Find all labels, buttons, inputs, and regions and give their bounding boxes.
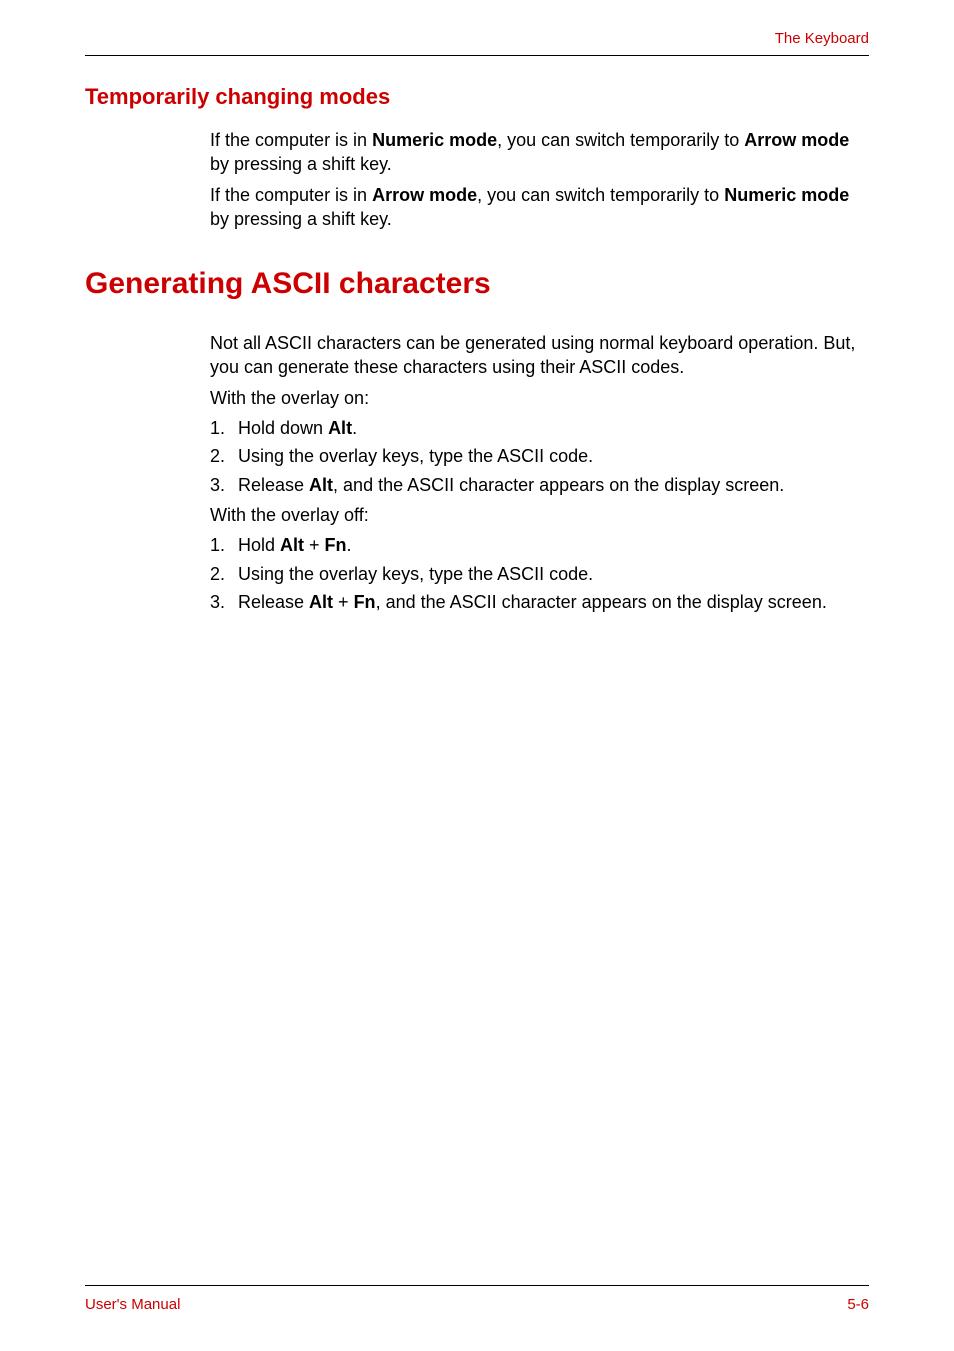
list-content: Release Alt, and the ASCII character app…	[238, 473, 869, 497]
list-item: 3. Release Alt, and the ASCII character …	[210, 473, 869, 497]
section-heading-temporarily-changing-modes: Temporarily changing modes	[85, 84, 869, 110]
paragraph: Not all ASCII characters can be generate…	[210, 331, 869, 380]
text: If the computer is in	[210, 185, 372, 205]
text: , and the ASCII character appears on the…	[333, 475, 784, 495]
list-item: 2. Using the overlay keys, type the ASCI…	[210, 562, 869, 586]
text: .	[352, 418, 357, 438]
overlay-off-label: With the overlay off:	[210, 503, 869, 527]
chapter-title: The Keyboard	[775, 30, 869, 47]
text-bold: Arrow mode	[744, 130, 849, 150]
text-bold: Numeric mode	[724, 185, 849, 205]
text: , and the ASCII character appears on the…	[376, 592, 827, 612]
list-number: 2.	[210, 444, 238, 468]
list-number: 1.	[210, 416, 238, 440]
text-bold: Fn	[354, 592, 376, 612]
text-bold: Alt	[280, 535, 304, 555]
footer-page-number: 5-6	[847, 1296, 869, 1313]
list-item: 3. Release Alt + Fn, and the ASCII chara…	[210, 590, 869, 614]
section-heading-generating-ascii: Generating ASCII characters	[85, 267, 869, 301]
list-item: 2. Using the overlay keys, type the ASCI…	[210, 444, 869, 468]
page-header: The Keyboard	[85, 30, 869, 56]
list-content: Using the overlay keys, type the ASCII c…	[238, 444, 869, 468]
text-bold: Alt	[309, 475, 333, 495]
footer-left: User's Manual	[85, 1296, 180, 1313]
text: by pressing a shift key.	[210, 209, 392, 229]
text: Release	[238, 475, 309, 495]
text: +	[304, 535, 325, 555]
list-content: Hold Alt + Fn.	[238, 533, 869, 557]
text-bold: Numeric mode	[372, 130, 497, 150]
text: +	[333, 592, 354, 612]
page-footer: User's Manual 5-6	[85, 1285, 869, 1313]
text-bold: Alt	[328, 418, 352, 438]
text: by pressing a shift key.	[210, 154, 392, 174]
list-number: 3.	[210, 590, 238, 614]
list-number: 3.	[210, 473, 238, 497]
list-content: Hold down Alt.	[238, 416, 869, 440]
text-bold: Fn	[325, 535, 347, 555]
overlay-on-label: With the overlay on:	[210, 386, 869, 410]
ordered-list: 1. Hold down Alt. 2. Using the overlay k…	[210, 416, 869, 497]
paragraph: If the computer is in Numeric mode, you …	[210, 128, 869, 177]
ordered-list: 1. Hold Alt + Fn. 2. Using the overlay k…	[210, 533, 869, 614]
list-content: Release Alt + Fn, and the ASCII characte…	[238, 590, 869, 614]
list-number: 1.	[210, 533, 238, 557]
list-content: Using the overlay keys, type the ASCII c…	[238, 562, 869, 586]
list-item: 1. Hold down Alt.	[210, 416, 869, 440]
text: Hold down	[238, 418, 328, 438]
text-bold: Alt	[309, 592, 333, 612]
text: , you can switch temporarily to	[477, 185, 724, 205]
text: .	[347, 535, 352, 555]
text: Release	[238, 592, 309, 612]
text-bold: Arrow mode	[372, 185, 477, 205]
list-item: 1. Hold Alt + Fn.	[210, 533, 869, 557]
list-number: 2.	[210, 562, 238, 586]
paragraph: If the computer is in Arrow mode, you ca…	[210, 183, 869, 232]
text: Hold	[238, 535, 280, 555]
text: , you can switch temporarily to	[497, 130, 744, 150]
text: If the computer is in	[210, 130, 372, 150]
